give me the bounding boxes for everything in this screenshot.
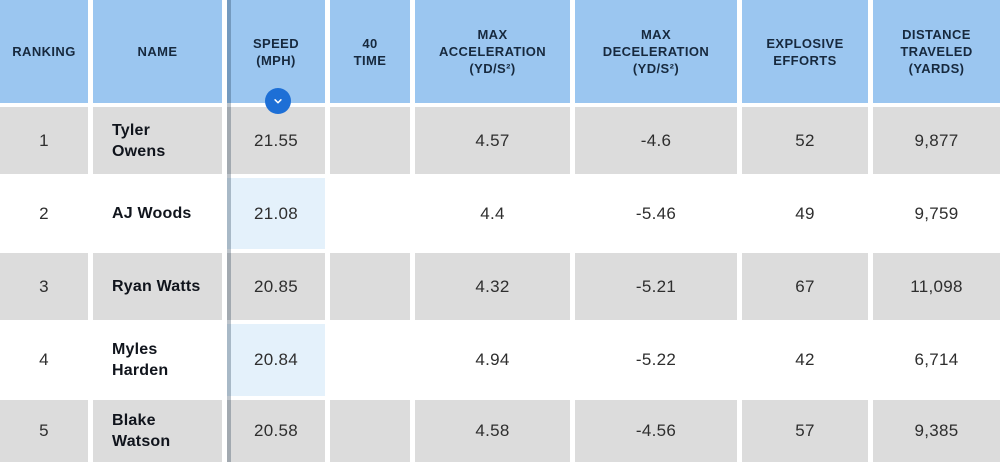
cell-ranking: 1 (0, 105, 93, 176)
column-header-max-acceleration[interactable]: MAX ACCELERATION (YD/S²) (415, 0, 575, 105)
cell-ranking: 3 (0, 251, 93, 322)
cell-explosive-efforts: 49 (742, 176, 873, 251)
column-header-ranking[interactable]: RANKING (0, 0, 93, 105)
cell-max-deceleration: -5.22 (575, 322, 742, 398)
table-row: 4 Myles Harden 20.84 4.94 -5.22 42 6,714 (0, 322, 1000, 398)
cell-distance-traveled: 9,877 (873, 105, 1000, 176)
cell-explosive-efforts: 67 (742, 251, 873, 322)
cell-max-deceleration: -4.56 (575, 398, 742, 464)
table-header-row: RANKING NAME SPEED (MPH) 40 TIME MAX ACC… (0, 0, 1000, 105)
column-header-name[interactable]: NAME (93, 0, 227, 105)
cell-name: Myles Harden (93, 322, 227, 398)
column-header-speed[interactable]: SPEED (MPH) (227, 0, 330, 105)
cell-40-time (330, 105, 415, 176)
cell-max-acceleration: 4.58 (415, 398, 575, 464)
cell-40-time (330, 176, 415, 251)
cell-distance-traveled: 9,759 (873, 176, 1000, 251)
column-header-explosive-efforts[interactable]: EXPLOSIVE EFFORTS (742, 0, 873, 105)
cell-speed: 21.55 (227, 105, 330, 176)
cell-speed: 20.84 (227, 322, 330, 398)
table-row: 5 Blake Watson 20.58 4.58 -4.56 57 9,385 (0, 398, 1000, 464)
cell-ranking: 2 (0, 176, 93, 251)
cell-speed: 20.85 (227, 251, 330, 322)
cell-ranking: 5 (0, 398, 93, 464)
cell-distance-traveled: 11,098 (873, 251, 1000, 322)
cell-max-acceleration: 4.32 (415, 251, 575, 322)
cell-distance-traveled: 6,714 (873, 322, 1000, 398)
column-header-40-time[interactable]: 40 TIME (330, 0, 415, 105)
cell-explosive-efforts: 52 (742, 105, 873, 176)
cell-name: AJ Woods (93, 176, 227, 251)
cell-ranking: 4 (0, 322, 93, 398)
table-row: 1 Tyler Owens 21.55 4.57 -4.6 52 9,877 (0, 105, 1000, 176)
cell-explosive-efforts: 57 (742, 398, 873, 464)
chevron-down-icon (271, 94, 285, 108)
table-row: 2 AJ Woods 21.08 4.4 -5.46 49 9,759 (0, 176, 1000, 251)
cell-explosive-efforts: 42 (742, 322, 873, 398)
cell-max-acceleration: 4.4 (415, 176, 575, 251)
cell-40-time (330, 251, 415, 322)
cell-distance-traveled: 9,385 (873, 398, 1000, 464)
table-row: 3 Ryan Watts 20.85 4.32 -5.21 67 11,098 (0, 251, 1000, 322)
cell-name: Blake Watson (93, 398, 227, 464)
cell-speed: 21.08 (227, 176, 330, 251)
sort-descending-button[interactable] (265, 88, 291, 114)
cell-name: Tyler Owens (93, 105, 227, 176)
cell-max-deceleration: -4.6 (575, 105, 742, 176)
cell-40-time (330, 322, 415, 398)
cell-max-deceleration: -5.21 (575, 251, 742, 322)
cell-max-acceleration: 4.57 (415, 105, 575, 176)
column-header-max-deceleration[interactable]: MAX DECELERATION (YD/S²) (575, 0, 742, 105)
cell-max-acceleration: 4.94 (415, 322, 575, 398)
cell-name: Ryan Watts (93, 251, 227, 322)
cell-max-deceleration: -5.46 (575, 176, 742, 251)
cell-40-time (330, 398, 415, 464)
column-header-distance-traveled[interactable]: DISTANCE TRAVELED (YARDS) (873, 0, 1000, 105)
cell-speed: 20.58 (227, 398, 330, 464)
